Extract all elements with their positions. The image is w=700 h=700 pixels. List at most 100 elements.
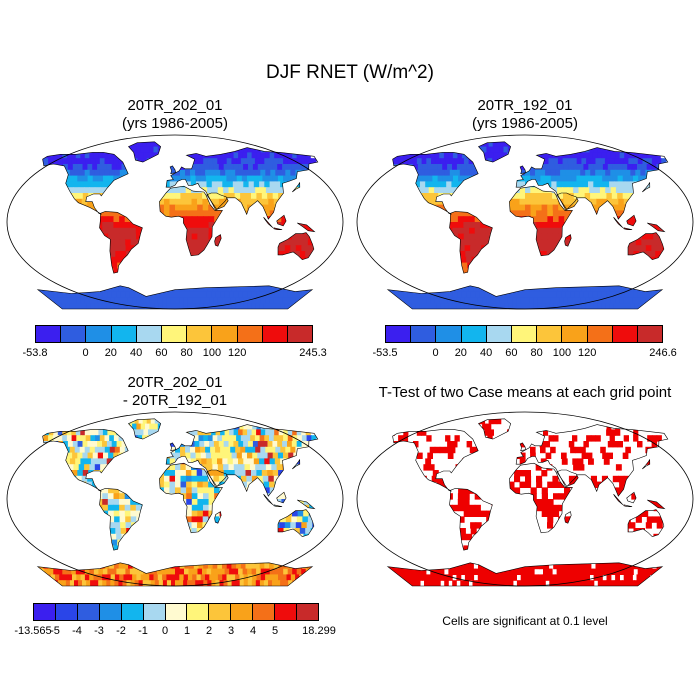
coastline-australia (277, 232, 315, 261)
colorbar-min-label: -53.8 (22, 347, 48, 359)
panel1-colorbar (35, 325, 313, 343)
colorbar-tick-label: 100 (202, 347, 222, 359)
coastline-newguinea (297, 222, 316, 233)
colorbar-swatch (562, 326, 588, 342)
coastline-borneo (276, 214, 287, 227)
colorbar-tick-label: 60 (505, 347, 518, 359)
coastline-southAmerica (449, 488, 493, 551)
coastline-borneo (626, 214, 637, 227)
coastline-indonesia1 (263, 494, 274, 506)
coastline-newguinea (647, 222, 666, 233)
panel3-title: 20TR_202_01 - 20TR_192_01 (5, 374, 345, 410)
colorbar-swatch (187, 604, 210, 620)
panel1-map (6, 134, 344, 310)
colorbar-tick-label: 40 (479, 347, 493, 359)
colorbar-tick-label: 0 (432, 347, 439, 359)
figure-title: DJF RNET (W/m^2) (266, 62, 434, 83)
map-border (356, 411, 694, 587)
colorbar-swatch (165, 604, 188, 620)
colorbar-max-label: 246.6 (649, 347, 677, 359)
coastline-southAmerica (449, 211, 493, 274)
panel2-colorbar (385, 325, 663, 343)
colorbar-swatch (99, 604, 122, 620)
colorbar-swatch (55, 604, 78, 620)
colorbar-swatch (253, 604, 276, 620)
panel4-map (356, 411, 694, 587)
coastline-indonesia2 (273, 504, 283, 507)
coastline-australia (277, 509, 315, 538)
coastline-africa (159, 462, 223, 534)
coastline-northAmerica (42, 429, 129, 492)
colorbar-tick-label: -4 (72, 625, 82, 637)
coastline-greenland (128, 418, 162, 440)
coastline-australia (627, 509, 665, 538)
panel3-colorbar (33, 603, 319, 621)
panel4-title-line1: T-Test of two Case means at each grid po… (378, 384, 672, 401)
colorbar-tick-label: 40 (129, 347, 143, 359)
coastline-arabia (556, 469, 579, 487)
coastline-arabia (556, 192, 579, 210)
colorbar-tick-label: 4 (249, 625, 257, 637)
panel2-title-line2: (yrs 1986-2005) (472, 115, 578, 132)
coastline-antarctica (386, 562, 664, 587)
colorbar-swatch (537, 326, 563, 342)
colorbar-tick-label: 80 (530, 347, 543, 359)
colorbar-max-label: 245.3 (299, 347, 327, 359)
colorbar-swatch (386, 326, 412, 342)
coastline-southAmerica (99, 211, 143, 274)
colorbar-swatch (143, 604, 166, 620)
colorbar-swatch (111, 326, 137, 342)
coastline-borneo (626, 491, 637, 504)
coastline-uk (169, 165, 177, 175)
panel3-title-line1: 20TR_202_01 (127, 374, 223, 391)
coastline-uk (519, 165, 527, 175)
colorbar-swatch (511, 326, 538, 342)
colorbar-tick-label: -1 (138, 625, 148, 637)
coastline-madagascar (564, 234, 572, 247)
coastline-eurasia (515, 147, 669, 220)
colorbar-tick-label: 80 (180, 347, 193, 359)
colorbar-tick-label: 100 (552, 347, 572, 359)
coastline-greenland (478, 141, 512, 163)
coastline-indonesia1 (613, 217, 624, 229)
colorbar-swatch (209, 604, 232, 620)
panel1-title-line1: 20TR_202_01 (127, 97, 223, 114)
colorbar-swatch (121, 604, 144, 620)
colorbar-swatch (161, 326, 188, 342)
coastline-japan (642, 182, 651, 193)
colorbar-tick-label: 120 (227, 347, 247, 359)
colorbar-swatch (77, 604, 100, 620)
colorbar-tick-label: 5 (271, 625, 279, 637)
coastline-eurasia (165, 147, 319, 220)
colorbar-swatch (86, 326, 112, 342)
colorbar-swatch (275, 604, 298, 620)
panel3-title-line2: - 20TR_192_01 (122, 392, 228, 409)
coastline-northAmerica (392, 152, 479, 215)
colorbar-swatch (612, 326, 638, 342)
colorbar-tick-label: 0 (161, 625, 169, 637)
colorbar-tick-label: 3 (227, 625, 235, 637)
coastline-greenland (478, 418, 512, 440)
colorbar-tick-label: 20 (104, 347, 117, 359)
colorbar-swatch (436, 326, 462, 342)
colorbar-swatch (36, 326, 62, 342)
colorbar-swatch (237, 326, 263, 342)
coastline-borneo (276, 491, 287, 504)
colorbar-swatch (187, 326, 213, 342)
colorbar-tick-label: -3 (94, 625, 104, 637)
colorbar-swatch (461, 326, 487, 342)
colorbar-swatch (61, 326, 87, 342)
colorbar-swatch (287, 326, 313, 342)
colorbar-swatch (411, 326, 437, 342)
colorbar-max-label: 18.299 (302, 625, 336, 637)
panel2-title-line1: 20TR_192_01 (477, 97, 573, 114)
coastline-africa (509, 462, 573, 534)
coastline-eurasia (515, 424, 669, 497)
coastline-australia (627, 232, 665, 261)
panel3-colorbar-labels: -13.565 -5 -4 -3 -2 -1 0 1 2 3 4 5 18.299 (14, 625, 335, 639)
map-border (356, 134, 694, 310)
panel1-colorbar-labels: -53.8 0 20 40 60 80 100 120 245.3 (22, 347, 326, 361)
colorbar-swatch (231, 604, 254, 620)
coastline-indonesia2 (623, 504, 633, 507)
colorbar-tick-label: 120 (577, 347, 597, 359)
